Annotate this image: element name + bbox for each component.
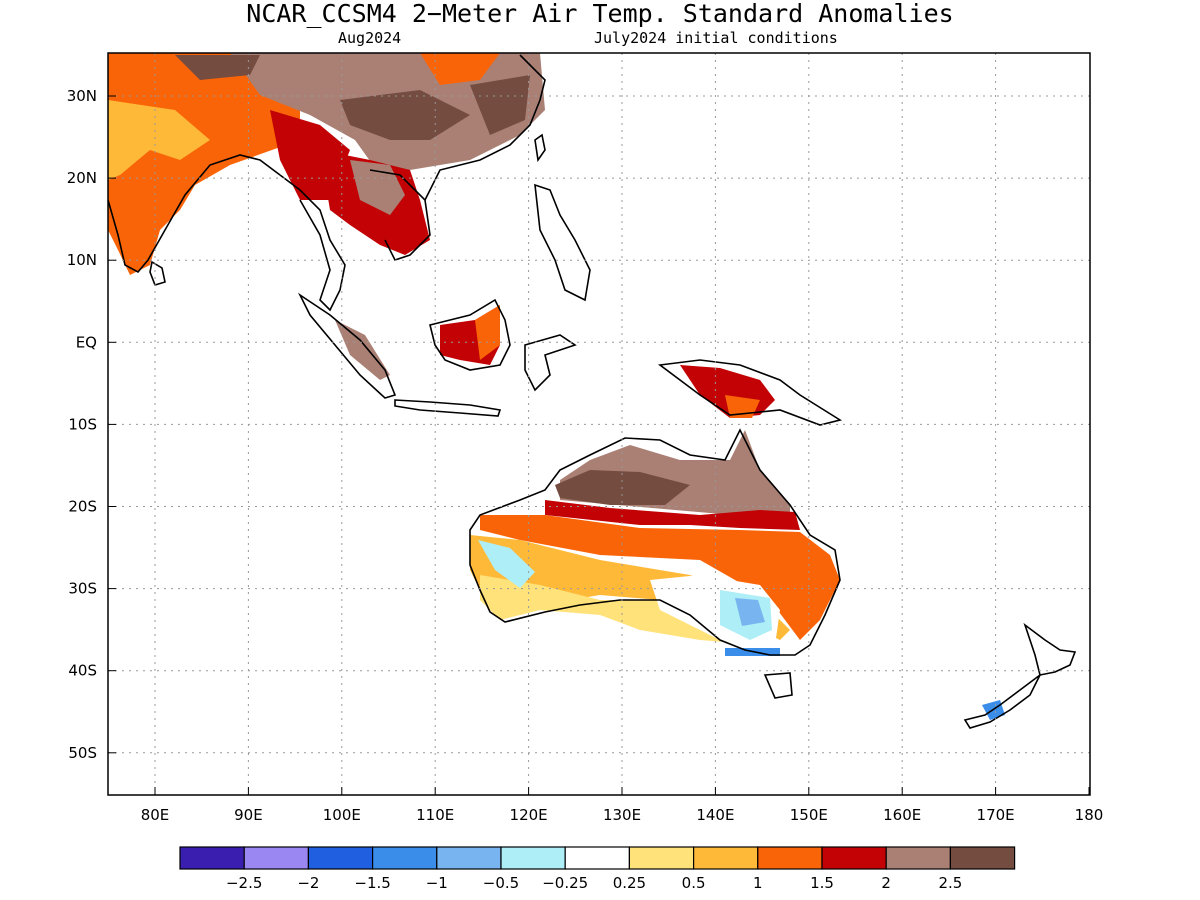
lon-label: 90E <box>234 806 263 824</box>
colorbar-label: 2.5 <box>938 874 962 892</box>
coast-nz-south <box>963 674 1041 729</box>
coast-sri-lanka <box>149 260 166 286</box>
colorbar-label: −0.5 <box>483 874 519 892</box>
colorbar-swatch <box>436 846 502 870</box>
anomaly-region-india-hot <box>108 100 210 180</box>
colorbar-swatch <box>243 846 309 870</box>
colorbar-label: −0.25 <box>542 874 588 892</box>
colorbar-label: −2 <box>297 874 319 892</box>
lon-axis-labels: 80E 90E 100E 110E 120E 130E 140E 150E 160E 170E 18… <box>141 806 1104 824</box>
colorbar-swatch <box>885 846 952 870</box>
colorbar-swatch <box>949 846 1016 870</box>
lon-label: 180 <box>1075 806 1104 824</box>
lon-label: 110E <box>416 806 454 824</box>
colorbar-swatch <box>757 846 823 870</box>
anomaly-region-china-dark <box>340 90 470 140</box>
colorbar-tick-labels: −2.5 −2 −1.5 −1 −0.5 −0.25 0.25 0.5 1 1.5 2 2.5 <box>226 874 962 892</box>
coast-taiwan <box>534 133 546 163</box>
coast-china <box>424 54 546 201</box>
coast-tasmania <box>763 672 793 699</box>
map-title: NCAR_CCSM4 2−Meter Air Temp. Standard An… <box>246 0 954 28</box>
colorbar-swatch <box>692 846 759 870</box>
coast-nz-north <box>1023 622 1077 676</box>
lon-label: 140E <box>696 806 734 824</box>
grid-lines <box>108 53 1090 795</box>
lat-label: 20N <box>67 169 97 187</box>
anomaly-shading <box>108 53 1005 720</box>
colorbar-label: −2.5 <box>226 874 262 892</box>
colorbar-label: 0.5 <box>682 874 706 892</box>
coast-india <box>108 154 281 274</box>
anomaly-region-borneo-orange <box>475 305 500 360</box>
lat-label: 40S <box>68 662 97 680</box>
anomaly-region-aus-gold <box>470 535 790 640</box>
anomaly-region-sumatra <box>335 320 390 380</box>
coast-indochina <box>279 174 346 312</box>
colorbar-swatch <box>372 846 438 870</box>
coast-australia <box>469 428 841 656</box>
lat-label: 10S <box>68 415 97 433</box>
lat-axis-labels: 30N 20N 10N EQ 10S 20S 30S 40S 50S <box>67 87 97 762</box>
colorbar-swatch <box>179 846 245 870</box>
lon-label: 100E <box>323 806 361 824</box>
valid-month: Aug2024 <box>338 29 402 47</box>
colorbar-swatch <box>628 846 695 870</box>
coast-sulawesi <box>524 334 577 392</box>
anomaly-region-china-orange <box>420 53 500 85</box>
colorbar-label: 1 <box>753 874 763 892</box>
colorbar-swatch <box>307 846 374 870</box>
coast-borneo <box>429 298 511 371</box>
lon-label: 130E <box>603 806 641 824</box>
colorbar <box>179 846 1016 870</box>
lat-label: 20S <box>68 498 97 516</box>
coastlines <box>108 54 1077 729</box>
anomaly-region-aus-lightblue-west <box>478 540 535 588</box>
coast-java <box>394 399 502 417</box>
map-frame <box>107 52 1091 796</box>
coast-sumatra <box>297 292 397 399</box>
coast-philippines <box>534 183 591 302</box>
lat-label: 30S <box>68 580 97 598</box>
colorbar-label: 2 <box>881 874 891 892</box>
lat-label: 10N <box>67 251 97 269</box>
colorbar-label: −1.5 <box>354 874 390 892</box>
anomaly-region-aus-red <box>545 500 800 530</box>
lat-label: 50S <box>68 744 97 762</box>
anomaly-region-china-dark3 <box>470 75 530 135</box>
colorbar-label: 0.25 <box>613 874 646 892</box>
lon-label: 160E <box>883 806 921 824</box>
lon-label: 80E <box>141 806 170 824</box>
lon-label: 150E <box>790 806 828 824</box>
colorbar-label: −1 <box>426 874 448 892</box>
lat-label: 30N <box>67 87 97 105</box>
coast-new-guinea <box>657 359 843 426</box>
colorbar-label: 1.5 <box>810 874 834 892</box>
init-conditions: July2024 initial conditions <box>594 29 838 47</box>
lon-label: 120E <box>510 806 548 824</box>
anomaly-region-aus-blue-se <box>735 598 765 626</box>
anomaly-region-aus-orange <box>480 515 840 640</box>
colorbar-swatch <box>821 846 887 870</box>
lon-label: 170E <box>977 806 1015 824</box>
colorbar-swatch <box>564 846 631 870</box>
anomaly-region-china-dark2 <box>175 55 260 80</box>
lat-label: EQ <box>76 333 97 351</box>
colorbar-swatch <box>500 846 566 870</box>
